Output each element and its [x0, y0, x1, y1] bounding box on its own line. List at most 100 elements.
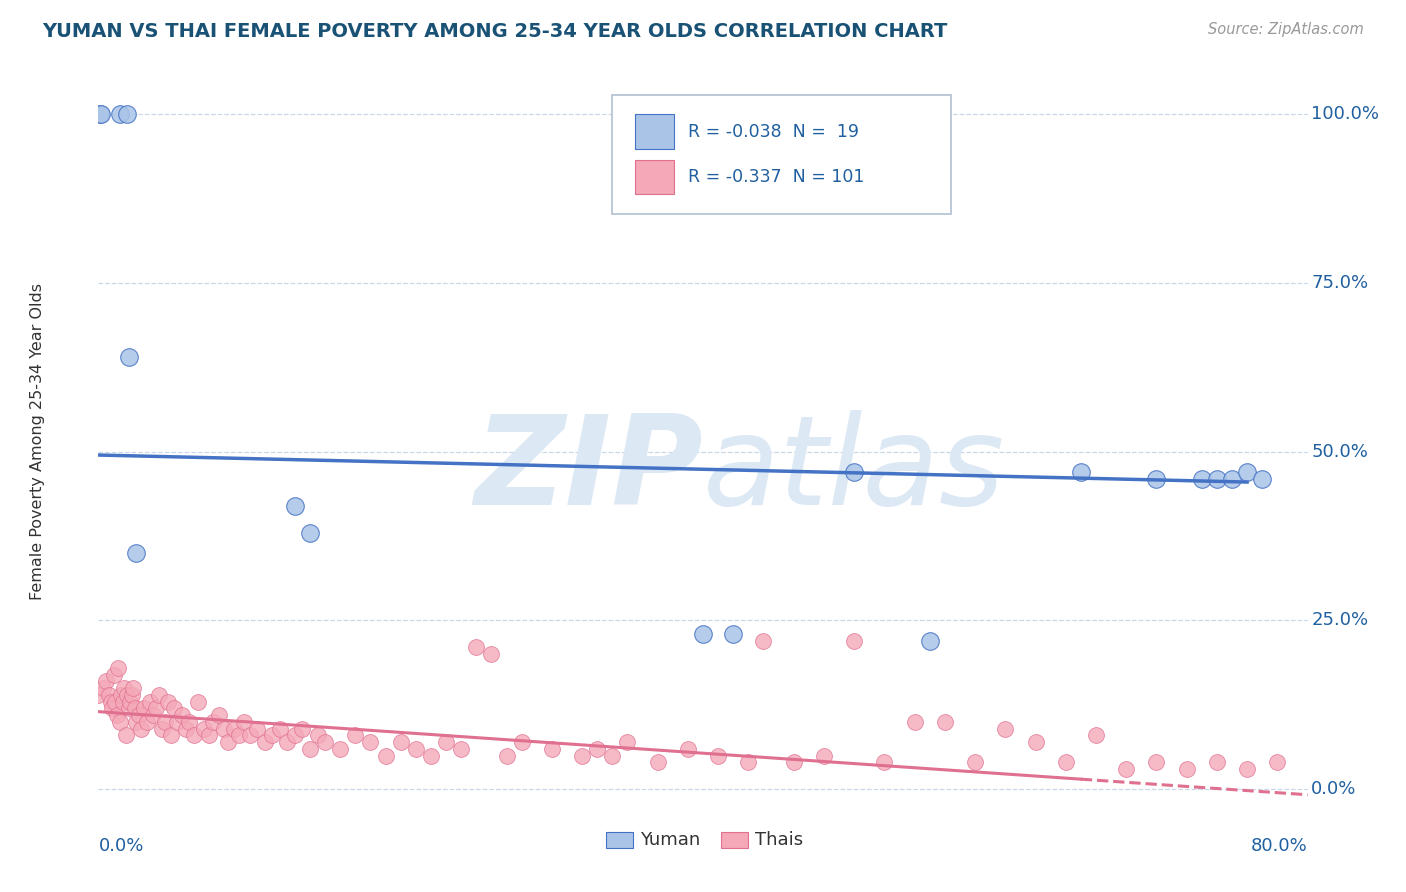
Point — [120, 694, 142, 708]
Point — [1267, 756, 1289, 770]
Point — [994, 722, 1017, 736]
Point — [299, 525, 322, 540]
Point — [122, 681, 145, 695]
Point — [115, 107, 138, 121]
Point — [228, 728, 250, 742]
Point — [156, 694, 179, 708]
Point — [307, 728, 329, 742]
Text: 0.0%: 0.0% — [1312, 780, 1357, 798]
Point — [118, 701, 141, 715]
Point — [187, 694, 209, 708]
Point — [314, 735, 336, 749]
Text: ZIP: ZIP — [474, 410, 703, 531]
Point — [166, 714, 188, 729]
Point — [202, 714, 225, 729]
Point — [647, 756, 669, 770]
Point — [1206, 756, 1229, 770]
Point — [844, 633, 866, 648]
Point — [616, 735, 638, 749]
Point — [1220, 472, 1243, 486]
Point — [124, 701, 146, 715]
Text: Thais: Thais — [755, 830, 803, 848]
Point — [217, 735, 239, 749]
Text: YUMAN VS THAI FEMALE POVERTY AMONG 25-34 YEAR OLDS CORRELATION CHART: YUMAN VS THAI FEMALE POVERTY AMONG 25-34… — [42, 22, 948, 41]
Point — [183, 728, 205, 742]
Point — [145, 701, 167, 715]
Point — [160, 728, 183, 742]
Point — [125, 546, 148, 560]
Point — [232, 714, 254, 729]
Point — [737, 756, 759, 770]
Point — [752, 633, 775, 648]
Point — [284, 499, 307, 513]
Point — [1054, 756, 1077, 770]
Point — [389, 735, 412, 749]
Point — [269, 722, 291, 736]
Point — [128, 708, 150, 723]
Bar — [721, 831, 748, 847]
Text: 25.0%: 25.0% — [1312, 612, 1368, 630]
Text: atlas: atlas — [703, 410, 1005, 531]
Point — [114, 728, 136, 742]
Point — [148, 688, 170, 702]
Point — [129, 722, 152, 736]
Point — [692, 627, 714, 641]
Point — [174, 722, 197, 736]
Point — [1070, 465, 1092, 479]
Point — [284, 728, 307, 742]
Point — [1191, 472, 1213, 486]
Point — [844, 465, 866, 479]
Point — [103, 667, 125, 681]
Text: Female Poverty Among 25-34 Year Olds: Female Poverty Among 25-34 Year Olds — [31, 283, 45, 600]
Point — [481, 647, 503, 661]
Point — [434, 735, 457, 749]
Point — [163, 701, 186, 715]
Point — [1206, 472, 1229, 486]
Point — [1115, 762, 1137, 776]
Point — [405, 741, 427, 756]
Point — [344, 728, 367, 742]
Point — [170, 708, 193, 723]
Point — [723, 627, 745, 641]
Point — [783, 756, 806, 770]
Point — [100, 694, 122, 708]
Point — [965, 756, 987, 770]
Point — [540, 741, 562, 756]
Point — [586, 741, 609, 756]
Point — [420, 748, 443, 763]
Point — [1251, 472, 1274, 486]
Point — [1175, 762, 1198, 776]
Point — [1236, 762, 1258, 776]
Point — [571, 748, 593, 763]
Point — [121, 688, 143, 702]
Text: R = -0.038  N =  19: R = -0.038 N = 19 — [689, 122, 859, 141]
Point — [94, 674, 117, 689]
Point — [91, 681, 114, 695]
Point — [299, 741, 322, 756]
Point — [1144, 756, 1167, 770]
Point — [360, 735, 382, 749]
Point — [934, 714, 956, 729]
Text: 100.0%: 100.0% — [1312, 105, 1379, 123]
Point — [139, 694, 162, 708]
Point — [374, 748, 396, 763]
Point — [101, 701, 124, 715]
Point — [118, 350, 141, 364]
Point — [179, 714, 201, 729]
Point — [197, 728, 219, 742]
Point — [212, 722, 235, 736]
Point — [904, 714, 927, 729]
FancyBboxPatch shape — [613, 95, 950, 214]
Point — [224, 722, 246, 736]
Point — [193, 722, 215, 736]
Point — [1085, 728, 1108, 742]
Point — [329, 741, 352, 756]
Point — [246, 722, 269, 736]
Point — [873, 756, 896, 770]
Point — [108, 714, 131, 729]
Point — [262, 728, 284, 742]
Point — [153, 714, 176, 729]
Point — [125, 714, 148, 729]
Point — [450, 741, 472, 756]
Text: Yuman: Yuman — [640, 830, 700, 848]
